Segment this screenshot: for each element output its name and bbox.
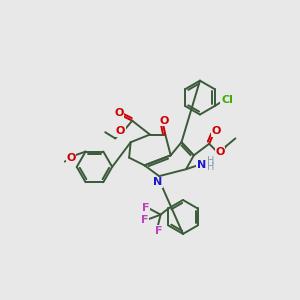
- Text: O: O: [215, 147, 225, 157]
- Text: Cl: Cl: [221, 95, 233, 105]
- Text: F: F: [141, 215, 148, 225]
- Text: N: N: [197, 160, 206, 170]
- Text: O: O: [66, 153, 76, 163]
- Text: O: O: [159, 116, 168, 126]
- Text: F: F: [142, 203, 150, 213]
- Text: O: O: [212, 127, 221, 136]
- Text: H: H: [207, 162, 214, 172]
- Text: H: H: [207, 156, 214, 166]
- Text: F: F: [154, 226, 162, 236]
- Text: O: O: [116, 127, 125, 136]
- Text: N: N: [153, 177, 162, 187]
- Text: O: O: [114, 108, 124, 118]
